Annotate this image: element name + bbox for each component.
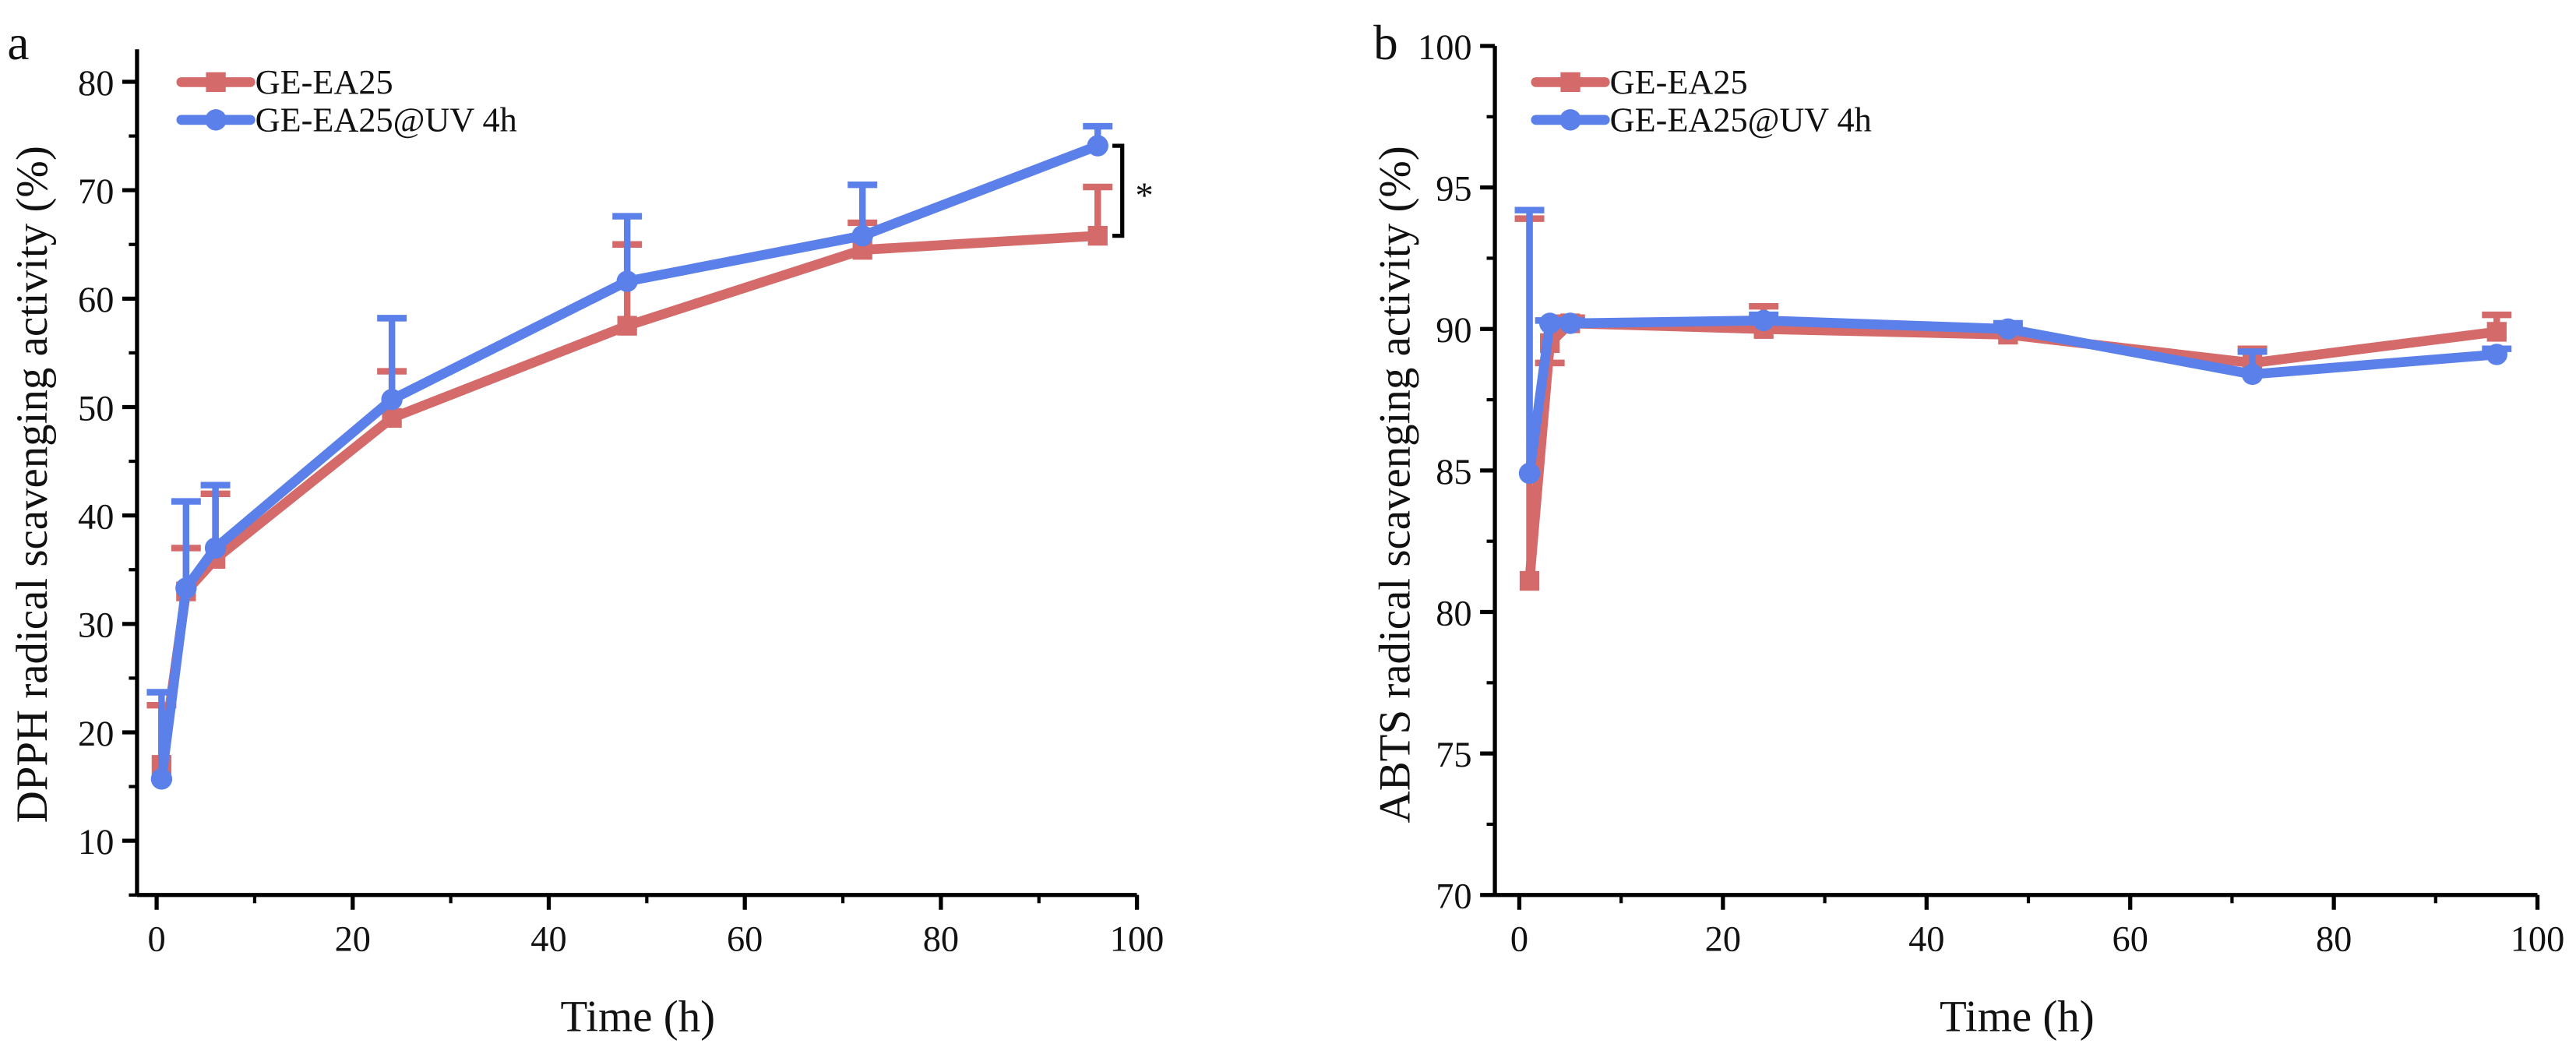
significance-annotation: *	[1136, 176, 1154, 216]
data-point	[1753, 309, 1774, 332]
x-tick-label: 40	[530, 919, 566, 959]
chart-panel-a: a Time (h) DPPH radical scavenging activ…	[7, 16, 1164, 1042]
data-point	[1538, 312, 1561, 334]
y-axis-label-b: ABTS radical scavenging activity (%)	[1370, 146, 1419, 823]
y-tick-label: 85	[1436, 453, 1471, 492]
y-tick-label: 95	[1436, 170, 1471, 210]
series-GE-EA25@UV 4h	[1514, 206, 2512, 485]
data-point	[2241, 363, 2264, 386]
x-tick-label: 100	[1110, 919, 1165, 959]
x-tick-label: 100	[2511, 919, 2565, 959]
x-tick-label: 0	[147, 919, 165, 959]
data-point	[150, 768, 173, 790]
data-point	[617, 316, 637, 336]
data-point	[1087, 225, 1108, 246]
y-tick-label: 100	[1418, 28, 1472, 68]
data-point	[1559, 312, 1581, 334]
y-tick-label: 70	[78, 172, 114, 212]
x-tick-label: 40	[1908, 919, 1944, 959]
legend-label: GE-EA25@UV 4h	[255, 101, 517, 139]
legend-label: GE-EA25	[255, 63, 393, 101]
y-tick-label: 80	[1436, 594, 1471, 633]
x-tick-label: 80	[923, 919, 959, 959]
x-tick-label: 60	[727, 919, 763, 959]
x-axis-label-b: Time (h)	[1940, 993, 2095, 1042]
data-point	[175, 577, 197, 599]
series-GE-EA25	[1514, 215, 2512, 591]
data-point	[1518, 462, 1541, 485]
x-tick-label: 80	[2316, 919, 2352, 959]
chart-panel-b: b Time (h) ABTS radical scavenging activ…	[1370, 16, 2564, 1042]
data-point	[2486, 322, 2507, 342]
panel-label-b: b	[1373, 16, 1398, 70]
legend-label: GE-EA25	[1610, 63, 1748, 101]
y-tick-label: 40	[78, 498, 114, 538]
data-point	[1519, 570, 1540, 591]
x-axis-label-a: Time (h)	[560, 993, 715, 1042]
data-point	[1997, 318, 2019, 340]
y-tick-label: 80	[78, 64, 114, 104]
data-point	[2486, 344, 2507, 365]
data-point	[204, 537, 227, 559]
y-tick-label: 75	[1436, 735, 1471, 775]
legend-marker	[205, 109, 227, 131]
data-point	[381, 389, 403, 411]
y-tick-label: 50	[78, 389, 114, 429]
y-tick-label: 10	[78, 823, 114, 862]
y-tick-label: 60	[78, 280, 114, 320]
y-tick-label: 90	[1436, 311, 1471, 351]
legend-marker	[1560, 72, 1580, 93]
data-point	[1087, 135, 1108, 157]
panel-label-a: a	[7, 16, 29, 70]
data-point	[851, 224, 873, 247]
data-point	[616, 270, 638, 292]
x-tick-label: 60	[2113, 919, 2148, 959]
y-tick-label: 20	[78, 714, 114, 754]
legend-label: GE-EA25@UV 4h	[1610, 101, 1872, 139]
y-axis-label-a: DPPH radical scavenging activity (%)	[8, 146, 57, 823]
y-tick-label: 70	[1436, 877, 1471, 917]
x-tick-label: 20	[335, 919, 371, 959]
significance-bracket	[1112, 143, 1125, 238]
legend-marker	[1559, 109, 1581, 131]
y-tick-label: 30	[78, 606, 114, 646]
series-GE-EA25@UV 4h	[146, 122, 1113, 790]
x-tick-label: 0	[1510, 919, 1528, 959]
legend-marker	[206, 72, 226, 93]
x-tick-label: 20	[1705, 919, 1741, 959]
